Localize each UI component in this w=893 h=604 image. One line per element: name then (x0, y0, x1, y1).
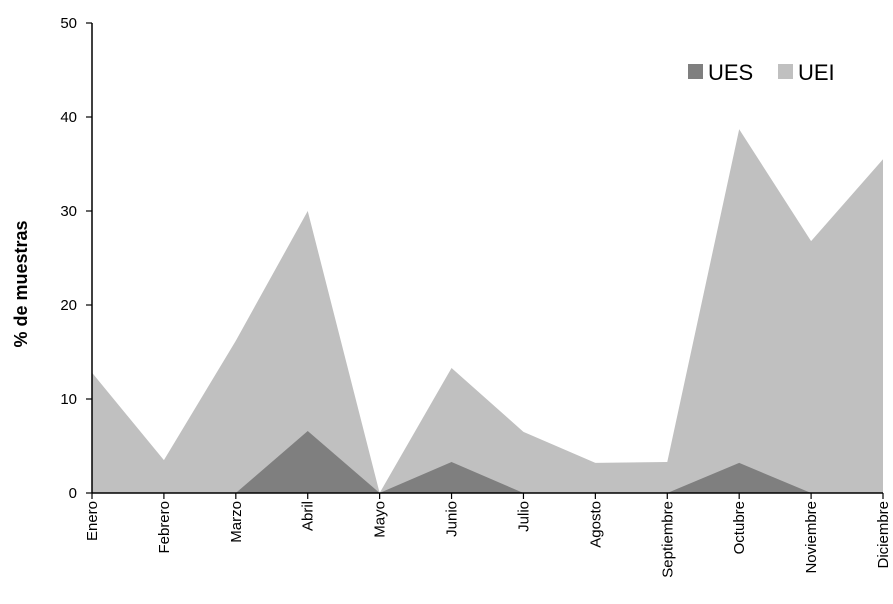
x-tick-label: Enero (84, 501, 101, 541)
y-tick-label: 20 (60, 297, 77, 314)
series-area-ues (92, 430, 883, 493)
x-tick-label: Diciembre (875, 501, 892, 569)
x-tick-label: Abril (300, 501, 317, 531)
x-tick-label: Febrero (156, 501, 173, 554)
x-tick-label: Junio (444, 501, 461, 537)
y-tick-label: 40 (60, 109, 77, 126)
x-axis-ticks: Enero Febrero Marzo Abril Mayo Junio Julio Agos… (84, 493, 892, 578)
legend: UES UEI (688, 60, 835, 85)
y-tick-label: 10 (60, 391, 77, 408)
legend-swatch-ues (688, 64, 703, 79)
y-tick-label: 50 (60, 15, 77, 32)
y-axis-ticks: 0 10 20 30 40 50 (60, 15, 92, 502)
x-tick-label: Marzo (228, 501, 245, 543)
series-area-uei (92, 129, 883, 493)
legend-swatch-uei (778, 64, 793, 79)
x-tick-label: Octubre (731, 501, 748, 554)
x-tick-label: Julio (515, 501, 532, 532)
y-tick-label: 30 (60, 203, 77, 220)
x-tick-label: Noviembre (803, 501, 820, 574)
legend-label-uei: UEI (798, 60, 835, 85)
y-tick-label: 0 (69, 485, 77, 502)
legend-label-ues: UES (708, 60, 753, 85)
y-axis-label: % de muestras (11, 220, 31, 347)
axes (91, 23, 883, 494)
x-tick-label: Septiembre (659, 501, 676, 578)
x-tick-label: Mayo (372, 501, 389, 538)
x-tick-label: Agosto (587, 501, 604, 548)
